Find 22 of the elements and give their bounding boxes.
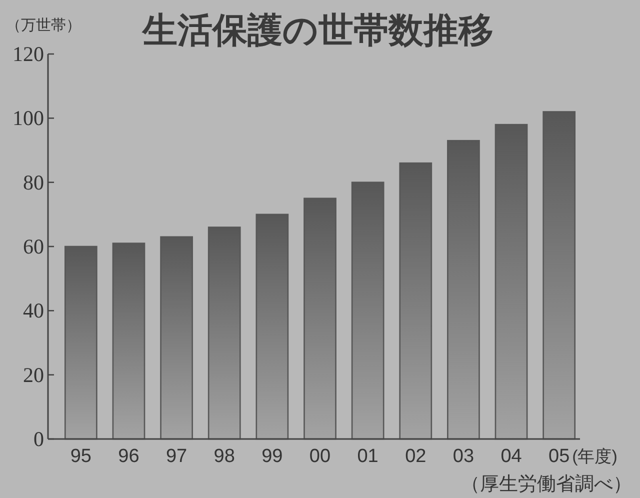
x-tick-label: 02: [405, 446, 426, 467]
x-tick-label: 04: [500, 446, 522, 467]
x-axis-title: (年度): [572, 447, 618, 466]
y-tick-label: 60: [23, 234, 44, 258]
x-tick-label: 01: [357, 446, 378, 467]
y-tick-label: 120: [12, 42, 44, 66]
y-tick-label: 100: [12, 106, 44, 130]
title: 生活保護の世帯数推移: [142, 11, 494, 50]
y-tick-label: 0: [34, 427, 44, 451]
x-tick-label: 96: [118, 446, 140, 467]
y-axis-title: （万世帯）: [6, 17, 81, 34]
x-tick-label: 00: [309, 446, 331, 467]
x-tick-label: 99: [262, 446, 283, 467]
x-tick-label: 05: [548, 446, 570, 467]
y-tick-label: 40: [23, 298, 44, 323]
annotation: （厚生労働省調べ）: [461, 474, 632, 495]
x-tick-label: 95: [70, 446, 92, 467]
y-tick-label: 80: [23, 170, 44, 194]
y-tick-label: 20: [23, 362, 44, 387]
x-tick-label: 98: [214, 446, 235, 467]
x-tick-label: 03: [452, 446, 474, 467]
x-tick-label: 97: [166, 446, 188, 467]
